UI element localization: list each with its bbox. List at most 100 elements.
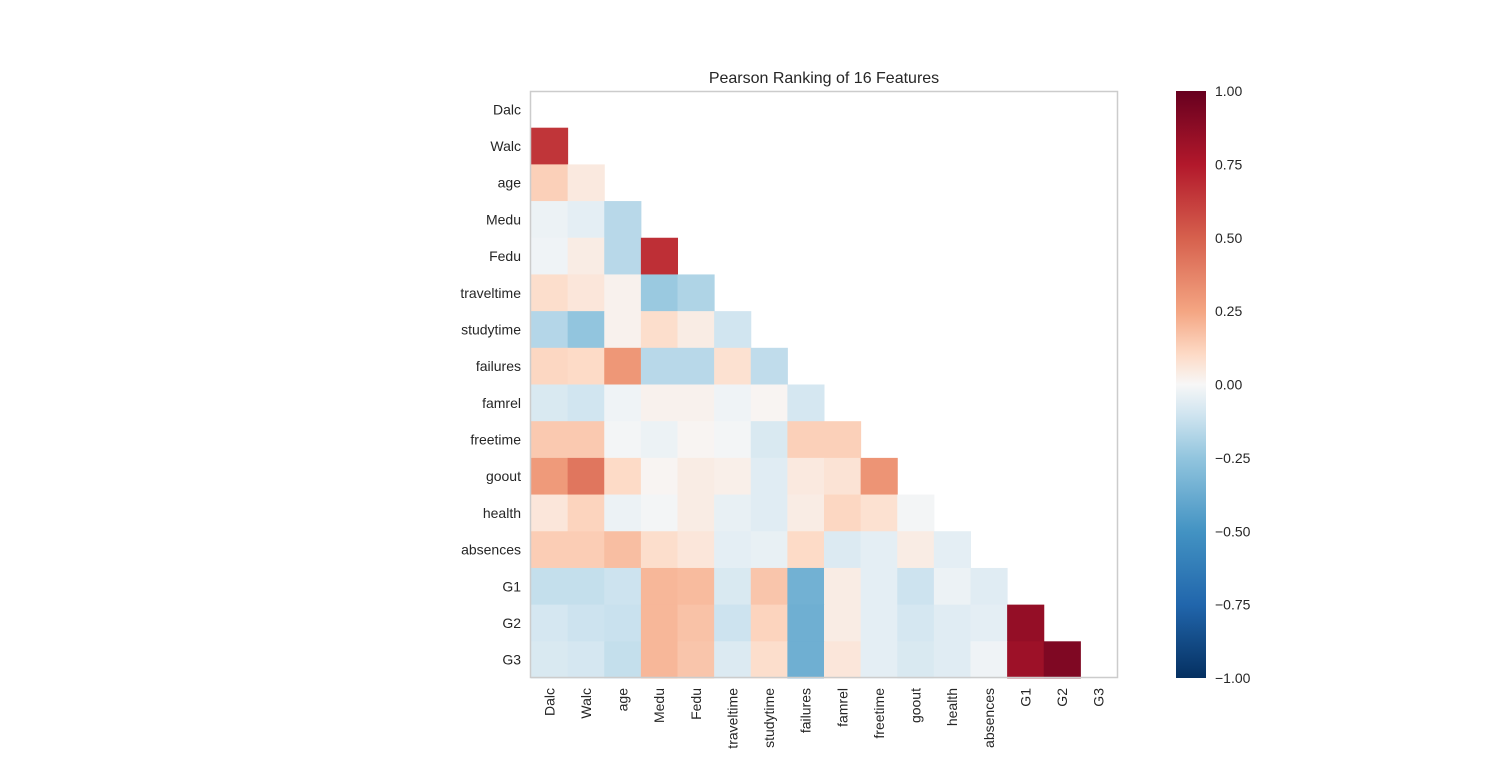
y-tick-label: G3 [502,652,521,668]
heatmap-cell-absences-freetime [860,531,898,569]
heatmap-cell-G1-Dalc [531,567,569,606]
heatmap-cell-freetime-studytime [750,421,788,459]
colorbar-tick-label: 0.25 [1215,303,1242,319]
heatmap-cell-G1-traveltime [714,567,752,606]
heatmap-cell-traveltime-Walc [567,274,605,312]
heatmap-cell-G3-goout [897,641,935,679]
heatmap-cell-goout-famrel [824,457,862,496]
x-tick-label: absences [981,688,997,748]
colorbar-tick-label: 0.75 [1215,156,1242,172]
heatmap-cell-freetime-Fedu [677,421,715,459]
heatmap-cell-famrel-traveltime [714,384,752,422]
heatmap-cell-freetime-famrel [824,421,862,459]
y-tick-label: Fedu [489,248,521,264]
x-tick-label: goout [908,688,924,723]
y-tick-label: failures [476,358,521,374]
heatmap-cell-age-Dalc [531,164,569,202]
heatmap-cell-famrel-failures [787,384,825,422]
heatmap-cell-freetime-Walc [567,421,605,459]
x-tick-label: famrel [834,688,850,727]
heatmap-cell-goout-failures [787,457,825,496]
heatmap-cell-G2-absences [970,604,1008,642]
colorbar-tick-label: 0.00 [1215,377,1242,393]
heatmap-cell-studytime-age [604,311,642,349]
heatmap-cell-health-age [604,494,642,532]
colorbar-tick-label: −0.50 [1215,523,1251,539]
colorbar-tick-label: −0.25 [1215,450,1251,466]
heatmap-cell-G3-studytime [750,641,788,679]
heatmap-cell-failures-Dalc [531,347,569,385]
heatmap-cell-freetime-age [604,421,642,459]
heatmap-cell-G1-freetime [860,567,898,606]
heatmap-cell-G3-G1 [1007,641,1045,679]
heatmap-cell-G3-Medu [640,641,679,679]
heatmap-cell-goout-studytime [750,457,788,496]
y-tick-label: freetime [470,432,521,448]
heatmap-cell-Medu-age [604,201,642,239]
x-tick-label: age [615,688,631,712]
heatmap-cell-goout-Fedu [677,457,715,496]
heatmap-cell-traveltime-Dalc [531,274,569,312]
heatmap-cell-health-studytime [750,494,788,532]
heatmap-cell-health-Fedu [677,494,715,532]
x-tick-label: Medu [651,688,667,723]
heatmap-cell-goout-Dalc [531,457,569,496]
heatmap-cell-G1-Walc [567,567,605,606]
heatmap-cell-G1-famrel [824,567,862,606]
heatmap-cell-absences-traveltime [714,531,752,569]
colorbar [1176,91,1206,678]
heatmap-cell-health-famrel [824,494,862,532]
heatmap-cell-Fedu-Medu [640,237,679,275]
heatmap-cell-absences-Fedu [677,531,715,569]
heatmap-cell-freetime-Medu [640,421,679,459]
heatmap-cell-G1-health [933,567,972,606]
x-tick-label: G1 [1017,688,1033,707]
heatmap-cell-absences-famrel [824,531,862,569]
heatmap-cell-absences-failures [787,531,825,569]
y-tick-label: famrel [482,395,521,411]
heatmap-cell-G3-age [604,641,642,679]
heatmap-cell-failures-Walc [567,347,605,385]
heatmap-cell-G2-Medu [640,604,679,642]
heatmap-cell-Medu-Dalc [531,201,569,239]
heatmap-cell-health-Dalc [531,494,569,532]
x-tick-label: Dalc [541,688,557,716]
heatmap-cell-famrel-Dalc [531,384,569,422]
heatmap-cell-freetime-traveltime [714,421,752,459]
heatmap-cell-G2-goout [897,604,935,642]
heatmap-cell-G2-G1 [1007,604,1045,642]
heatmap-cell-Walc-Dalc [531,127,569,165]
heatmap-cell-G2-studytime [750,604,788,642]
heatmap-cell-G3-health [933,641,972,679]
heatmap-cell-G3-famrel [824,641,862,679]
heatmap-cell-goout-age [604,457,642,496]
y-tick-label: Medu [486,211,521,227]
heatmap-cell-famrel-Walc [567,384,605,422]
heatmap-cell-health-Walc [567,494,605,532]
heatmap-cell-G2-age [604,604,642,642]
heatmap-cell-G2-health [933,604,972,642]
heatmap-cell-G3-Fedu [677,641,715,679]
heatmap-cell-absences-Walc [567,531,605,569]
heatmap-cell-G1-studytime [750,567,788,606]
colorbar-tick-label: 1.00 [1215,83,1242,99]
heatmap-cell-failures-age [604,347,642,385]
heatmap-cell-studytime-Dalc [531,311,569,349]
heatmap-cell-G2-famrel [824,604,862,642]
heatmap-cell-goout-traveltime [714,457,752,496]
x-tick-label: G3 [1091,688,1107,707]
heatmap-cell-absences-age [604,531,642,569]
colorbar-tick-label: 0.50 [1215,230,1242,246]
heatmap-cell-traveltime-Fedu [677,274,715,312]
heatmap-cell-G2-traveltime [714,604,752,642]
heatmap-cell-freetime-failures [787,421,825,459]
heatmap-cells [531,127,1081,679]
heatmap-cell-famrel-age [604,384,642,422]
heatmap-cell-traveltime-age [604,274,642,312]
heatmap-cell-failures-studytime [750,347,788,385]
y-tick-label: G1 [502,578,521,594]
heatmap-cell-G3-Walc [567,641,605,679]
heatmap-cell-G1-Fedu [677,567,715,606]
heatmap-cell-famrel-Medu [640,384,679,422]
